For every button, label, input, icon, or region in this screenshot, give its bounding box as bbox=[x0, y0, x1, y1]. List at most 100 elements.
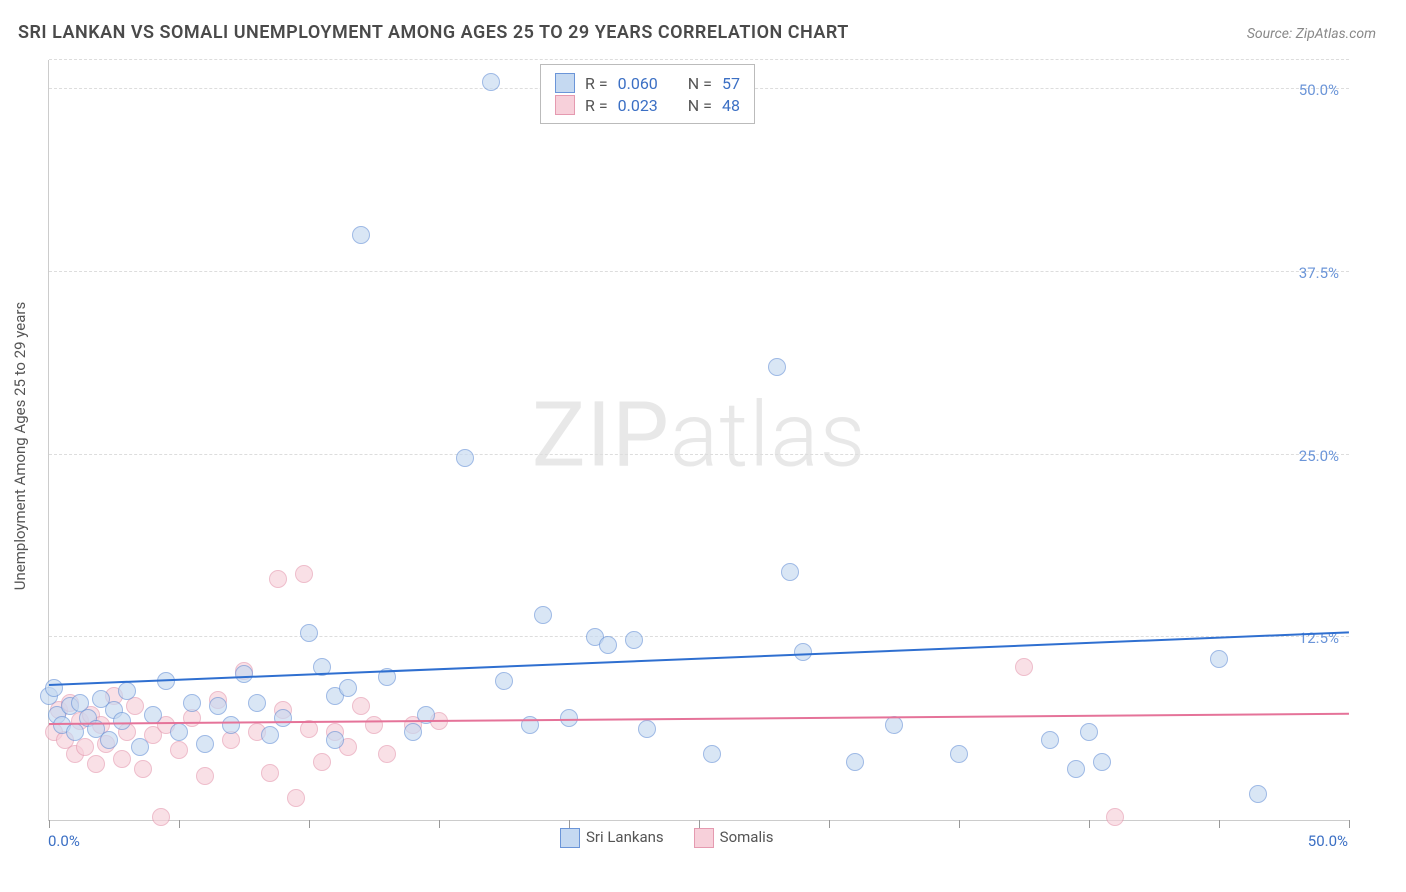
scatter-point-somalis bbox=[313, 753, 331, 771]
y-tick-label: 25.0% bbox=[1299, 447, 1339, 465]
scatter-point-srilankans bbox=[768, 358, 786, 376]
correlation-legend: R = 0.060 N = 57 R = 0.023 N = 48 bbox=[540, 64, 755, 124]
x-tick bbox=[179, 820, 180, 828]
scatter-point-srilankans bbox=[209, 697, 227, 715]
scatter-point-somalis bbox=[134, 760, 152, 778]
scatter-point-srilankans bbox=[534, 606, 552, 624]
scatter-point-somalis bbox=[76, 738, 94, 756]
scatter-point-somalis bbox=[1015, 658, 1033, 676]
legend-swatch bbox=[555, 95, 575, 115]
x-tick bbox=[699, 820, 700, 828]
scatter-point-somalis bbox=[170, 741, 188, 759]
trend-line bbox=[49, 631, 1349, 686]
source-attribution: Source: ZipAtlas.com bbox=[1247, 26, 1376, 42]
plot-area: ZIPatlas 12.5%25.0%37.5%50.0% bbox=[48, 60, 1349, 821]
watermark-zip: ZIP bbox=[532, 382, 670, 487]
legend-series-label: Somalis bbox=[720, 828, 774, 846]
scatter-point-somalis bbox=[287, 789, 305, 807]
legend-swatch bbox=[694, 828, 714, 848]
scatter-point-srilankans bbox=[456, 449, 474, 467]
legend-item: Somalis bbox=[694, 828, 774, 848]
legend-r-label: R = bbox=[585, 74, 608, 93]
legend-series-label: Sri Lankans bbox=[586, 828, 664, 846]
scatter-point-somalis bbox=[87, 755, 105, 773]
chart-container: SRI LANKAN VS SOMALI UNEMPLOYMENT AMONG … bbox=[0, 0, 1406, 892]
scatter-point-srilankans bbox=[66, 723, 84, 741]
scatter-point-srilankans bbox=[1249, 785, 1267, 803]
scatter-point-somalis bbox=[365, 716, 383, 734]
scatter-point-srilankans bbox=[1041, 731, 1059, 749]
scatter-point-srilankans bbox=[404, 723, 422, 741]
scatter-point-somalis bbox=[113, 750, 131, 768]
scatter-point-somalis bbox=[269, 570, 287, 588]
scatter-point-srilankans bbox=[100, 731, 118, 749]
gridline bbox=[49, 59, 1349, 60]
scatter-point-somalis bbox=[352, 697, 370, 715]
scatter-point-srilankans bbox=[274, 709, 292, 727]
legend-r-value: 0.023 bbox=[618, 96, 658, 115]
scatter-point-srilankans bbox=[625, 631, 643, 649]
trend-line bbox=[49, 713, 1349, 725]
scatter-point-somalis bbox=[152, 808, 170, 826]
x-tick bbox=[439, 820, 440, 828]
legend-n-label: N = bbox=[688, 74, 712, 93]
scatter-point-srilankans bbox=[950, 745, 968, 763]
scatter-point-srilankans bbox=[113, 712, 131, 730]
scatter-point-srilankans bbox=[261, 726, 279, 744]
scatter-point-somalis bbox=[196, 767, 214, 785]
scatter-point-srilankans bbox=[170, 723, 188, 741]
scatter-point-srilankans bbox=[45, 679, 63, 697]
x-tick bbox=[1089, 820, 1090, 828]
watermark: ZIPatlas bbox=[532, 382, 866, 487]
scatter-point-somalis bbox=[300, 720, 318, 738]
x-tick bbox=[959, 820, 960, 828]
scatter-point-srilankans bbox=[196, 735, 214, 753]
scatter-point-srilankans bbox=[1093, 753, 1111, 771]
scatter-point-srilankans bbox=[352, 226, 370, 244]
gridline bbox=[49, 271, 1349, 272]
scatter-point-srilankans bbox=[118, 682, 136, 700]
gridline bbox=[49, 454, 1349, 455]
x-tick bbox=[1219, 820, 1220, 828]
legend-row: R = 0.060 N = 57 bbox=[555, 73, 740, 93]
legend-n-value: 48 bbox=[722, 96, 740, 115]
legend-n-value: 57 bbox=[722, 74, 740, 93]
scatter-point-srilankans bbox=[560, 709, 578, 727]
legend-n-label: N = bbox=[688, 96, 712, 115]
legend-swatch bbox=[555, 73, 575, 93]
legend-r-value: 0.060 bbox=[618, 74, 658, 93]
scatter-point-somalis bbox=[295, 565, 313, 583]
scatter-point-srilankans bbox=[794, 643, 812, 661]
scatter-point-srilankans bbox=[599, 636, 617, 654]
scatter-point-srilankans bbox=[703, 745, 721, 763]
x-tick bbox=[309, 820, 310, 828]
gridline bbox=[49, 636, 1349, 637]
scatter-point-srilankans bbox=[885, 716, 903, 734]
scatter-point-srilankans bbox=[222, 716, 240, 734]
scatter-point-srilankans bbox=[339, 679, 357, 697]
scatter-point-srilankans bbox=[144, 706, 162, 724]
scatter-point-srilankans bbox=[1080, 723, 1098, 741]
x-axis-max-label: 50.0% bbox=[1308, 832, 1348, 850]
y-tick-label: 50.0% bbox=[1299, 81, 1339, 99]
scatter-point-somalis bbox=[261, 764, 279, 782]
legend-swatch bbox=[560, 828, 580, 848]
x-tick bbox=[569, 820, 570, 828]
x-tick bbox=[1349, 820, 1350, 828]
x-axis-min-label: 0.0% bbox=[48, 832, 80, 850]
scatter-point-srilankans bbox=[131, 738, 149, 756]
legend-row: R = 0.023 N = 48 bbox=[555, 95, 740, 115]
scatter-point-srilankans bbox=[183, 694, 201, 712]
scatter-point-srilankans bbox=[1067, 760, 1085, 778]
legend-item: Sri Lankans bbox=[560, 828, 664, 848]
x-tick bbox=[49, 820, 50, 828]
x-tick bbox=[829, 820, 830, 828]
y-axis-label: Unemployment Among Ages 25 to 29 years bbox=[11, 236, 29, 656]
scatter-point-somalis bbox=[1106, 808, 1124, 826]
scatter-point-srilankans bbox=[846, 753, 864, 771]
legend-r-label: R = bbox=[585, 96, 608, 115]
scatter-point-srilankans bbox=[235, 665, 253, 683]
chart-title: SRI LANKAN VS SOMALI UNEMPLOYMENT AMONG … bbox=[18, 22, 849, 43]
scatter-point-srilankans bbox=[1210, 650, 1228, 668]
scatter-point-srilankans bbox=[326, 731, 344, 749]
